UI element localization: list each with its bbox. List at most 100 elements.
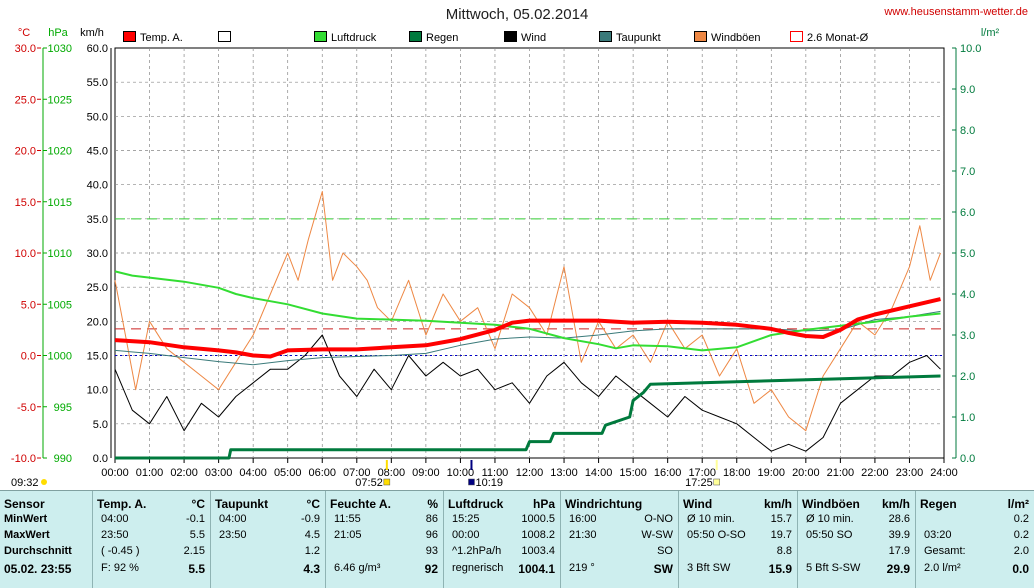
pressure-tick-label: 1010 bbox=[48, 248, 72, 260]
stats-label-text: MinWert bbox=[4, 513, 47, 525]
stats-cell-label: 00:00 bbox=[452, 529, 480, 541]
stats-cell-label: 23:50 bbox=[101, 529, 129, 541]
stats-cell-label: 3 Bft SW bbox=[687, 562, 730, 574]
stats-cell-label: 2.0 l/m² bbox=[924, 562, 961, 574]
x-tick-label: 15:00 bbox=[619, 467, 647, 479]
stats-header-label: Windböen bbox=[802, 497, 860, 511]
stats-row: Ø 10 min. 15.7 bbox=[679, 513, 798, 528]
stats-row: Ø 10 min. 28.6 bbox=[798, 513, 916, 528]
stats-cell-label: 21:30 bbox=[569, 529, 597, 541]
pressure-tick-label: 995 bbox=[54, 402, 72, 414]
time-marker-icon bbox=[714, 479, 720, 485]
stats-row: Gesamt:2.0 bbox=[916, 545, 1034, 560]
speed-tick-label: 20.0 bbox=[87, 316, 108, 328]
stats-cell-value: O-NO bbox=[644, 513, 673, 525]
speed-tick-label: 35.0 bbox=[87, 214, 108, 226]
stats-cell-value: -0.9 bbox=[301, 513, 320, 525]
time-marker-label: 17:25 bbox=[685, 477, 713, 489]
stats-label-text: MaxWert bbox=[4, 529, 50, 541]
stats-cell-label: 15:25 bbox=[452, 513, 480, 525]
stats-cell-value: 1.2 bbox=[305, 545, 320, 557]
pressure-tick-label: 1000 bbox=[48, 351, 72, 363]
x-tick-label: 06:00 bbox=[308, 467, 336, 479]
temp-tick-label: 25.0 bbox=[15, 94, 36, 106]
stats-cell-value: 4.5 bbox=[305, 529, 320, 541]
stats-cell-value: 15.9 bbox=[769, 562, 792, 576]
x-tick-label: 05:00 bbox=[274, 467, 302, 479]
stats-cell-label: 04:00 bbox=[219, 513, 247, 525]
stats-header-unit: l/m² bbox=[1008, 497, 1029, 511]
stats-header-unit: % bbox=[427, 497, 438, 511]
speed-tick-label: 15.0 bbox=[87, 351, 108, 363]
stats-cell-label: Gesamt: bbox=[924, 545, 966, 557]
stats-label-text: Durchschnitt bbox=[4, 545, 72, 557]
stats-cell-value: 5.5 bbox=[190, 529, 205, 541]
stats-cell-value: 17.9 bbox=[889, 545, 910, 557]
stats-cell-value: 15.7 bbox=[771, 513, 792, 525]
stats-row: 8.8 bbox=[679, 545, 798, 560]
temp-tick-label: 10.0 bbox=[15, 248, 36, 260]
stats-cell-label: Ø 10 min. bbox=[687, 513, 735, 525]
stats-cell-label: 21:05 bbox=[334, 529, 362, 541]
x-tick-label: 09:00 bbox=[412, 467, 440, 479]
stats-header-unit: km/h bbox=[882, 497, 910, 511]
x-tick-label: 10:00 bbox=[447, 467, 475, 479]
stats-cell-label: 03:20 bbox=[924, 529, 952, 541]
stats-cell-value: 86 bbox=[426, 513, 438, 525]
stats-cell-value: 19.7 bbox=[771, 529, 792, 541]
stats-cell-value: 4.3 bbox=[303, 562, 320, 576]
stats-cell-value: 28.6 bbox=[889, 513, 910, 525]
x-tick-label: 19:00 bbox=[758, 467, 786, 479]
stats-cell-label: 219 ° bbox=[569, 562, 595, 574]
stats-cell-label: regnerisch bbox=[452, 562, 503, 574]
stats-header-label: Regen bbox=[920, 497, 957, 511]
stats-label-text: 05.02. 23:55 bbox=[4, 562, 71, 576]
stats-cell-value: W-SW bbox=[641, 529, 673, 541]
stats-row-label: Durchschnitt bbox=[0, 545, 92, 560]
rain-tick-label: 9.0 bbox=[960, 84, 975, 96]
stats-row: ( -0.45 )2.15 bbox=[93, 545, 211, 560]
x-tick-label: 12:00 bbox=[516, 467, 544, 479]
stats-cell-value: 1000.5 bbox=[521, 513, 555, 525]
stats-row: 4.3 bbox=[211, 562, 326, 577]
pressure-tick-label: 1030 bbox=[48, 43, 72, 55]
stats-row-label: 05.02. 23:55 bbox=[0, 562, 92, 577]
time-marker-label: 10:19 bbox=[475, 477, 503, 489]
stats-cell-value: 1003.4 bbox=[521, 545, 555, 557]
pressure-tick-label: 990 bbox=[54, 453, 72, 465]
stats-header-label: Temp. A. bbox=[97, 497, 146, 511]
speed-tick-label: 45.0 bbox=[87, 146, 108, 158]
stats-cell-value: 2.15 bbox=[184, 545, 205, 557]
stats-cell-value: 0.2 bbox=[1014, 529, 1029, 541]
speed-tick-label: 55.0 bbox=[87, 77, 108, 89]
stats-header: Regen l/m² bbox=[916, 497, 1034, 512]
stats-cell-value: 5.5 bbox=[188, 562, 205, 576]
temp-tick-label: 30.0 bbox=[15, 43, 36, 55]
speed-tick-label: 0.0 bbox=[93, 453, 108, 465]
stats-header: Feuchte A.% bbox=[326, 497, 444, 512]
stats-row: 04:00-0.1 bbox=[93, 513, 211, 528]
time-marker-label: 07:52 bbox=[355, 477, 383, 489]
rain-tick-label: 0.0 bbox=[960, 453, 975, 465]
speed-tick-label: 25.0 bbox=[87, 282, 108, 294]
stats-row-label: MaxWert bbox=[0, 529, 92, 544]
stats-row: F: 92 %5.5 bbox=[93, 562, 211, 577]
time-marker-label: 09:32 bbox=[11, 477, 39, 489]
speed-axis-unit: km/h bbox=[80, 27, 104, 39]
stats-cell-label: 6.46 g/m³ bbox=[334, 562, 380, 574]
time-marker-icon bbox=[468, 479, 474, 485]
stats-cell-label: Ø 10 min. bbox=[806, 513, 854, 525]
stats-cell-label: 11:55 bbox=[334, 513, 361, 525]
